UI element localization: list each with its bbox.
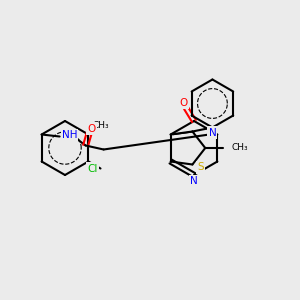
Text: O: O bbox=[180, 98, 188, 108]
Text: CH₃: CH₃ bbox=[231, 143, 248, 152]
Text: CH₃: CH₃ bbox=[92, 121, 109, 130]
Text: O: O bbox=[88, 124, 96, 134]
Text: NH: NH bbox=[61, 130, 77, 140]
Text: S: S bbox=[197, 163, 204, 172]
Text: Cl: Cl bbox=[87, 164, 98, 173]
Text: N: N bbox=[190, 176, 198, 186]
Text: N: N bbox=[208, 128, 216, 137]
